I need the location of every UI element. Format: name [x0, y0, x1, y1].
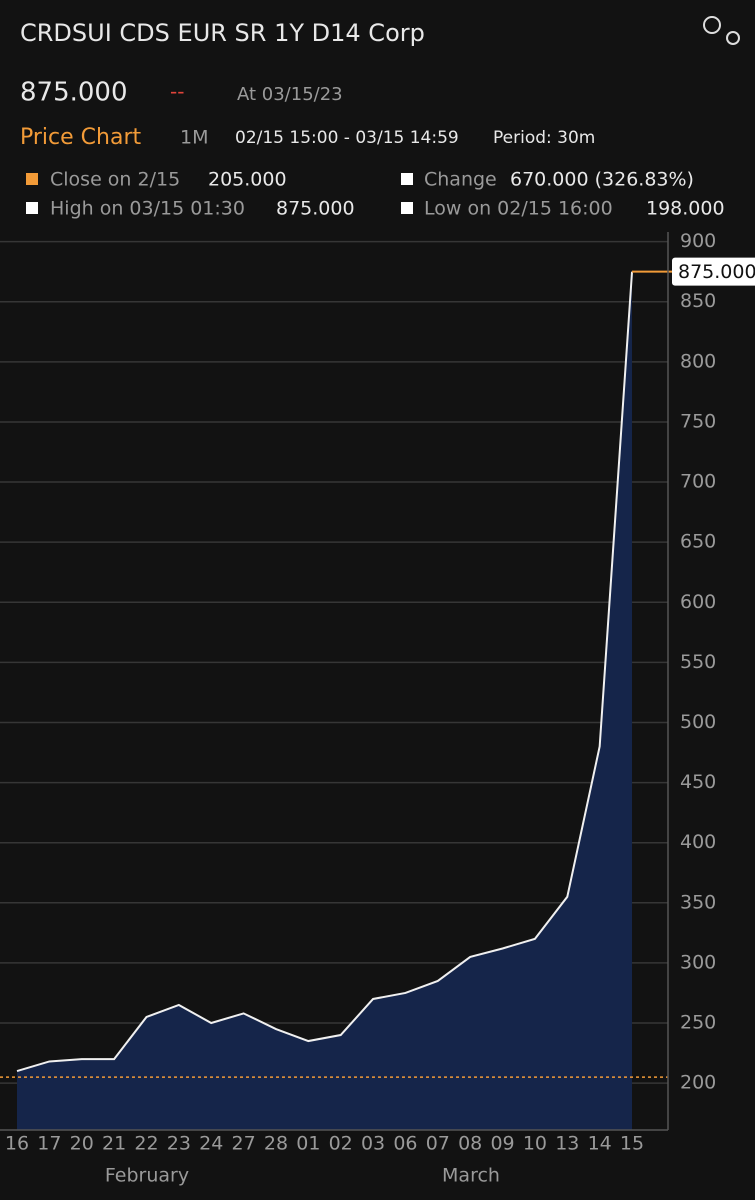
x-tick-label: 09	[490, 1133, 514, 1155]
x-tick-label: 10	[523, 1133, 547, 1155]
y-tick-label: 700	[680, 471, 716, 493]
x-tick-label: 21	[102, 1133, 126, 1155]
x-tick-label: 15	[620, 1133, 644, 1155]
price: 875.000	[20, 78, 128, 108]
last-label: 875.000	[678, 261, 755, 283]
y-tick-label: 850	[680, 290, 716, 312]
x-tick-label: 16	[5, 1133, 29, 1155]
x-tick-label: 13	[555, 1133, 579, 1155]
month-label: March	[442, 1165, 500, 1187]
y-tick-label: 500	[680, 711, 716, 733]
price-line	[16, 271, 634, 1073]
period: Period: 30m	[493, 128, 595, 148]
y-tick-label: 250	[680, 1012, 716, 1034]
legend-swatch	[26, 173, 38, 185]
y-tick-label: 750	[680, 410, 716, 432]
x-tick-label: 07	[426, 1133, 450, 1155]
section: Price Chart	[20, 125, 141, 150]
x-tick-label: 20	[70, 1133, 94, 1155]
stat-label: Close on 2/15	[50, 169, 180, 191]
y-tick-label: 550	[680, 651, 716, 673]
legend-swatch	[26, 202, 38, 214]
last-label-box	[672, 257, 755, 286]
stat-value: 875.000	[276, 198, 355, 220]
range[interactable]: 1M	[180, 127, 208, 149]
stat-value: 670.000 (326.83%)	[510, 169, 694, 191]
stat-label: Low on 02/15 16:00	[424, 198, 613, 220]
y-tick-label: 450	[680, 771, 716, 793]
y-tick-label: 200	[680, 1072, 716, 1094]
y-tick-label: 600	[680, 591, 716, 613]
x-tick-label: 08	[458, 1133, 482, 1155]
y-tick-label: 650	[680, 531, 716, 553]
y-tick-label: 350	[680, 891, 716, 913]
x-tick-label: 06	[393, 1133, 417, 1155]
title: CRDSUI CDS EUR SR 1Y D14 Corp	[20, 19, 425, 47]
x-tick-label: 24	[199, 1133, 223, 1155]
as-of: At 03/15/23	[237, 84, 343, 105]
x-tick-label: 17	[37, 1133, 61, 1155]
stat-label: Change	[424, 169, 497, 191]
legend-swatch	[401, 173, 413, 185]
area	[17, 271, 633, 1131]
x-tick-label: 23	[167, 1133, 191, 1155]
x-tick-label: 27	[231, 1133, 255, 1155]
stat-value: 198.000	[646, 198, 725, 220]
x-tick-label: 02	[329, 1133, 353, 1155]
x-tick-label: 03	[361, 1133, 385, 1155]
change-indicator: --	[170, 80, 184, 104]
x-tick-label: 22	[134, 1133, 158, 1155]
y-tick-label: 400	[680, 831, 716, 853]
settings-icon[interactable]	[703, 16, 740, 45]
legend-swatch	[401, 202, 413, 214]
month-label: February	[105, 1165, 189, 1187]
y-tick-label: 900	[680, 230, 716, 252]
x-tick-label: 01	[296, 1133, 320, 1155]
stat-label: High on 03/15 01:30	[50, 198, 245, 220]
stat-value: 205.000	[208, 169, 287, 191]
window: 02/15 15:00 - 03/15 14:59	[235, 128, 459, 148]
x-tick-label: 28	[264, 1133, 288, 1155]
x-tick-label: 14	[588, 1133, 612, 1155]
y-tick-label: 800	[680, 350, 716, 372]
y-tick-label: 300	[680, 951, 716, 973]
